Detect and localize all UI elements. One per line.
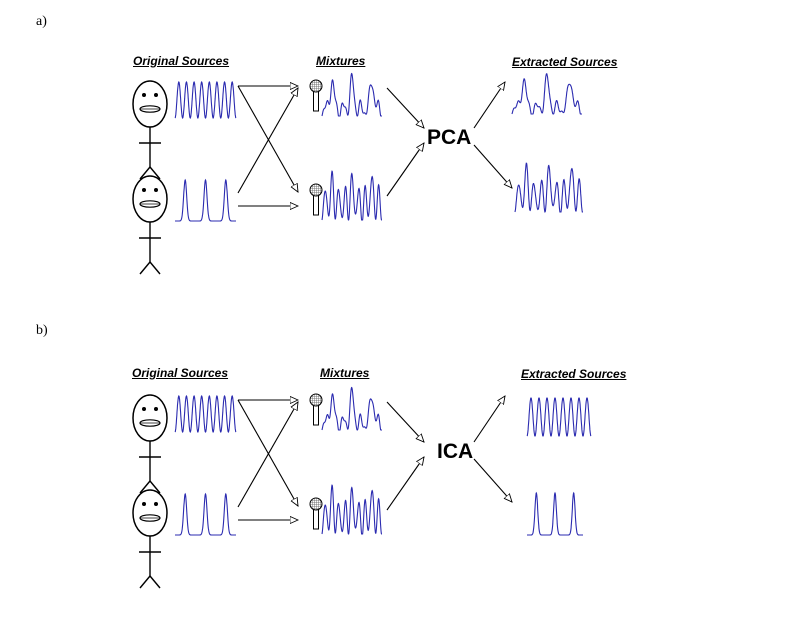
panel-a-extracted-sources-header: Extracted Sources — [512, 55, 618, 69]
panel-b-source-person-1 — [132, 394, 168, 494]
panel-b-arrow-source2-to-mix1 — [237, 402, 298, 508]
panel-b-arrow-method-to-extracted1 — [473, 396, 505, 443]
panel-b-arrow-method-to-extracted2 — [473, 458, 512, 502]
panel-b-extracted-signal-2-spikes — [527, 491, 583, 536]
panel-a-arrow-source2-to-mix1 — [237, 88, 298, 194]
panel-b-original-sources-header: Original Sources — [132, 366, 229, 380]
panel-a-arrow-source1-to-mix2 — [237, 85, 298, 192]
panel-b-mixture-signal-1 — [321, 386, 382, 431]
panel-a-microphone-2 — [309, 183, 323, 216]
panel-b-extracted-signal-1-sine — [526, 397, 592, 437]
panel-a-source-person-2 — [132, 175, 168, 275]
panel-b-arrow-mix1-to-method — [386, 401, 424, 442]
panel-a-arrow-method-to-extracted2 — [473, 144, 512, 188]
panel-a-original-sources-header: Original Sources — [133, 54, 230, 68]
panel-a-mixture-signal-2 — [321, 170, 382, 221]
panel-b-mixture-signal-2 — [321, 484, 382, 535]
panel-b-arrow-source1-to-mix2 — [237, 399, 298, 506]
panel-b-microphone-2 — [309, 497, 323, 530]
panel-a-label: a) — [36, 14, 47, 29]
panel-a-arrow-mix1-to-method — [386, 87, 424, 128]
panel-b-source-signal-2-spikes — [175, 492, 236, 536]
panel-a-source-signal-1-sine — [174, 80, 237, 120]
panel-b-source-person-2 — [132, 489, 168, 589]
panel-a-arrow-method-to-extracted1 — [473, 82, 505, 129]
panel-b-arrow-mix2-to-method — [386, 457, 424, 511]
panel-a-extracted-signal-2 — [514, 162, 583, 213]
panel-a-mixtures-header: Mixtures — [316, 54, 366, 68]
panel-a-method-label: PCA — [427, 126, 472, 149]
panel-b-source-signal-1-sine — [174, 394, 237, 434]
panel-a-source-person-1 — [132, 80, 168, 180]
panel-a-extracted-signal-1 — [511, 73, 582, 115]
panel-b-label: b) — [36, 323, 48, 338]
panel-b-method-label: ICA — [437, 440, 474, 463]
panel-a-microphone-1 — [309, 79, 323, 112]
panel-a-mixture-signal-1 — [321, 72, 382, 117]
panel-b-microphone-1 — [309, 393, 323, 426]
panel-a-source-signal-2-spikes — [175, 178, 236, 222]
panel-b-mixtures-header: Mixtures — [320, 366, 370, 380]
panel-b-extracted-sources-header: Extracted Sources — [521, 367, 627, 381]
panel-a-arrow-mix2-to-method — [386, 143, 424, 197]
